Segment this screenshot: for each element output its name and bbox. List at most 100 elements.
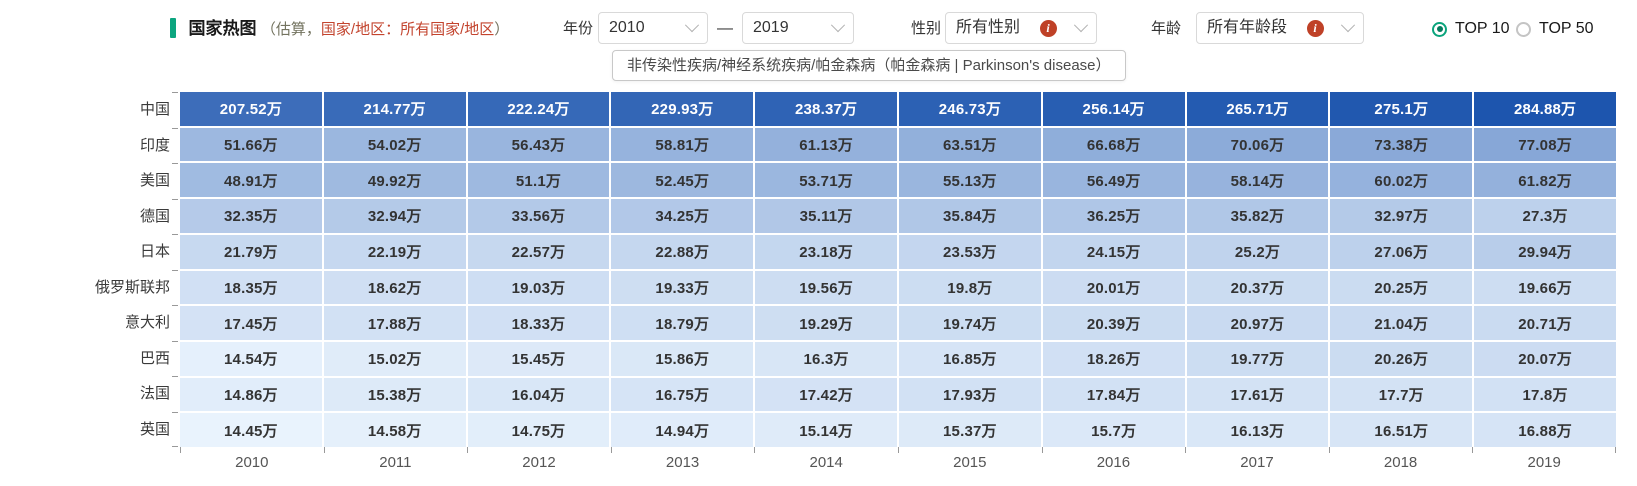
heatmap-cell[interactable]: 24.15万 (1042, 234, 1185, 269)
heatmap-cell[interactable]: 66.68万 (1042, 127, 1185, 162)
heatmap-cell[interactable]: 32.35万 (180, 199, 322, 233)
heatmap-cell[interactable]: 61.82万 (1474, 163, 1616, 198)
heatmap-cell[interactable]: 21.79万 (180, 234, 322, 269)
heatmap-cell[interactable]: 34.25万 (611, 199, 754, 233)
heatmap-cell[interactable]: 20.07万 (1474, 341, 1616, 376)
heatmap-cell[interactable]: 17.84万 (1042, 377, 1185, 412)
heatmap-cell[interactable]: 58.81万 (611, 127, 754, 162)
heatmap-cell[interactable]: 16.13万 (1186, 413, 1329, 447)
heatmap-cell[interactable]: 27.06万 (1330, 234, 1473, 269)
heatmap-cell[interactable]: 246.73万 (899, 92, 1041, 126)
heatmap-cell[interactable]: 51.66万 (180, 127, 322, 162)
heatmap-cell[interactable]: 33.56万 (467, 199, 610, 233)
heatmap-cell[interactable]: 73.38万 (1330, 127, 1473, 162)
heatmap-cell[interactable]: 22.19万 (323, 234, 466, 269)
heatmap-cell[interactable]: 14.94万 (611, 413, 754, 447)
heatmap-cell[interactable]: 22.88万 (611, 234, 754, 269)
heatmap-cell[interactable]: 61.13万 (755, 127, 897, 162)
heatmap-cell[interactable]: 19.33万 (611, 270, 754, 305)
heatmap-cell[interactable]: 17.7万 (1330, 377, 1473, 412)
heatmap-cell[interactable]: 15.02万 (323, 341, 466, 376)
heatmap-cell[interactable]: 14.58万 (323, 413, 466, 447)
heatmap-cell[interactable]: 17.8万 (1474, 377, 1616, 412)
heatmap-cell[interactable]: 18.62万 (323, 270, 466, 305)
heatmap-cell[interactable]: 51.1万 (467, 163, 610, 198)
heatmap-cell[interactable]: 16.75万 (611, 377, 754, 412)
heatmap-cell[interactable]: 18.33万 (467, 306, 610, 340)
heatmap-cell[interactable]: 70.06万 (1186, 127, 1329, 162)
heatmap-cell[interactable]: 48.91万 (180, 163, 322, 198)
heatmap-cell[interactable]: 19.77万 (1186, 341, 1329, 376)
heatmap-cell[interactable]: 15.86万 (611, 341, 754, 376)
heatmap-cell[interactable]: 21.04万 (1330, 306, 1473, 340)
heatmap-cell[interactable]: 25.2万 (1186, 234, 1329, 269)
heatmap-cell[interactable]: 15.37万 (899, 413, 1041, 447)
heatmap-cell[interactable]: 14.75万 (467, 413, 610, 447)
heatmap-cell[interactable]: 77.08万 (1474, 127, 1616, 162)
heatmap-cell[interactable]: 35.84万 (899, 199, 1041, 233)
heatmap-cell[interactable]: 63.51万 (899, 127, 1041, 162)
heatmap-cell[interactable]: 222.24万 (467, 92, 610, 126)
heatmap-cell[interactable]: 15.45万 (467, 341, 610, 376)
year-from-select[interactable]: 2010 (598, 12, 708, 44)
heatmap-cell[interactable]: 17.61万 (1186, 377, 1329, 412)
heatmap-cell[interactable]: 16.3万 (755, 341, 897, 376)
heatmap-cell[interactable]: 214.77万 (323, 92, 466, 126)
heatmap-cell[interactable]: 16.85万 (899, 341, 1041, 376)
heatmap-cell[interactable]: 53.71万 (755, 163, 897, 198)
heatmap-cell[interactable]: 14.86万 (180, 377, 322, 412)
heatmap-cell[interactable]: 20.01万 (1042, 270, 1185, 305)
heatmap-cell[interactable]: 55.13万 (899, 163, 1041, 198)
year-to-select[interactable]: 2019 (742, 12, 854, 44)
heatmap-cell[interactable]: 17.42万 (755, 377, 897, 412)
heatmap-cell[interactable]: 56.43万 (467, 127, 610, 162)
heatmap-cell[interactable]: 58.14万 (1186, 163, 1329, 198)
info-icon[interactable]: i (1039, 19, 1057, 37)
heatmap-cell[interactable]: 14.54万 (180, 341, 322, 376)
heatmap-cell[interactable]: 19.8万 (899, 270, 1041, 305)
heatmap-cell[interactable]: 238.37万 (755, 92, 897, 126)
heatmap-cell[interactable]: 19.56万 (755, 270, 897, 305)
heatmap-cell[interactable]: 15.14万 (755, 413, 897, 447)
heatmap-cell[interactable]: 23.53万 (899, 234, 1041, 269)
gender-select[interactable]: 所有性别 i (945, 12, 1097, 44)
age-select[interactable]: 所有年龄段 i (1196, 12, 1364, 44)
heatmap-cell[interactable]: 54.02万 (323, 127, 466, 162)
heatmap-cell[interactable]: 18.26万 (1042, 341, 1185, 376)
top50-radio[interactable]: TOP 50 (1516, 12, 1594, 46)
heatmap-cell[interactable]: 19.66万 (1474, 270, 1616, 305)
heatmap-cell[interactable]: 29.94万 (1474, 234, 1616, 269)
heatmap-cell[interactable]: 17.93万 (899, 377, 1041, 412)
heatmap-cell[interactable]: 229.93万 (611, 92, 754, 126)
heatmap-cell[interactable]: 18.79万 (611, 306, 754, 340)
heatmap-cell[interactable]: 207.52万 (180, 92, 322, 126)
heatmap-cell[interactable]: 17.45万 (180, 306, 322, 340)
heatmap-cell[interactable]: 284.88万 (1474, 92, 1616, 126)
heatmap-cell[interactable]: 32.97万 (1330, 199, 1473, 233)
heatmap-cell[interactable]: 20.26万 (1330, 341, 1473, 376)
heatmap-cell[interactable]: 15.38万 (323, 377, 466, 412)
heatmap-cell[interactable]: 20.25万 (1330, 270, 1473, 305)
heatmap-cell[interactable]: 35.11万 (755, 199, 897, 233)
heatmap-cell[interactable]: 16.51万 (1330, 413, 1473, 447)
heatmap-cell[interactable]: 265.71万 (1186, 92, 1329, 126)
heatmap-cell[interactable]: 20.71万 (1474, 306, 1616, 340)
heatmap-cell[interactable]: 23.18万 (755, 234, 897, 269)
heatmap-cell[interactable]: 36.25万 (1042, 199, 1185, 233)
heatmap-cell[interactable]: 22.57万 (467, 234, 610, 269)
heatmap-cell[interactable]: 16.88万 (1474, 413, 1616, 447)
heatmap-cell[interactable]: 19.29万 (755, 306, 897, 340)
heatmap-cell[interactable]: 60.02万 (1330, 163, 1473, 198)
heatmap-cell[interactable]: 20.37万 (1186, 270, 1329, 305)
heatmap-cell[interactable]: 32.94万 (323, 199, 466, 233)
heatmap-cell[interactable]: 275.1万 (1330, 92, 1473, 126)
heatmap-cell[interactable]: 35.82万 (1186, 199, 1329, 233)
heatmap-cell[interactable]: 256.14万 (1042, 92, 1185, 126)
heatmap-cell[interactable]: 15.7万 (1042, 413, 1185, 447)
heatmap-cell[interactable]: 49.92万 (323, 163, 466, 198)
heatmap-cell[interactable]: 19.74万 (899, 306, 1041, 340)
heatmap-cell[interactable]: 17.88万 (323, 306, 466, 340)
info-icon[interactable]: i (1306, 19, 1324, 37)
heatmap-cell[interactable]: 52.45万 (611, 163, 754, 198)
heatmap-cell[interactable]: 20.39万 (1042, 306, 1185, 340)
